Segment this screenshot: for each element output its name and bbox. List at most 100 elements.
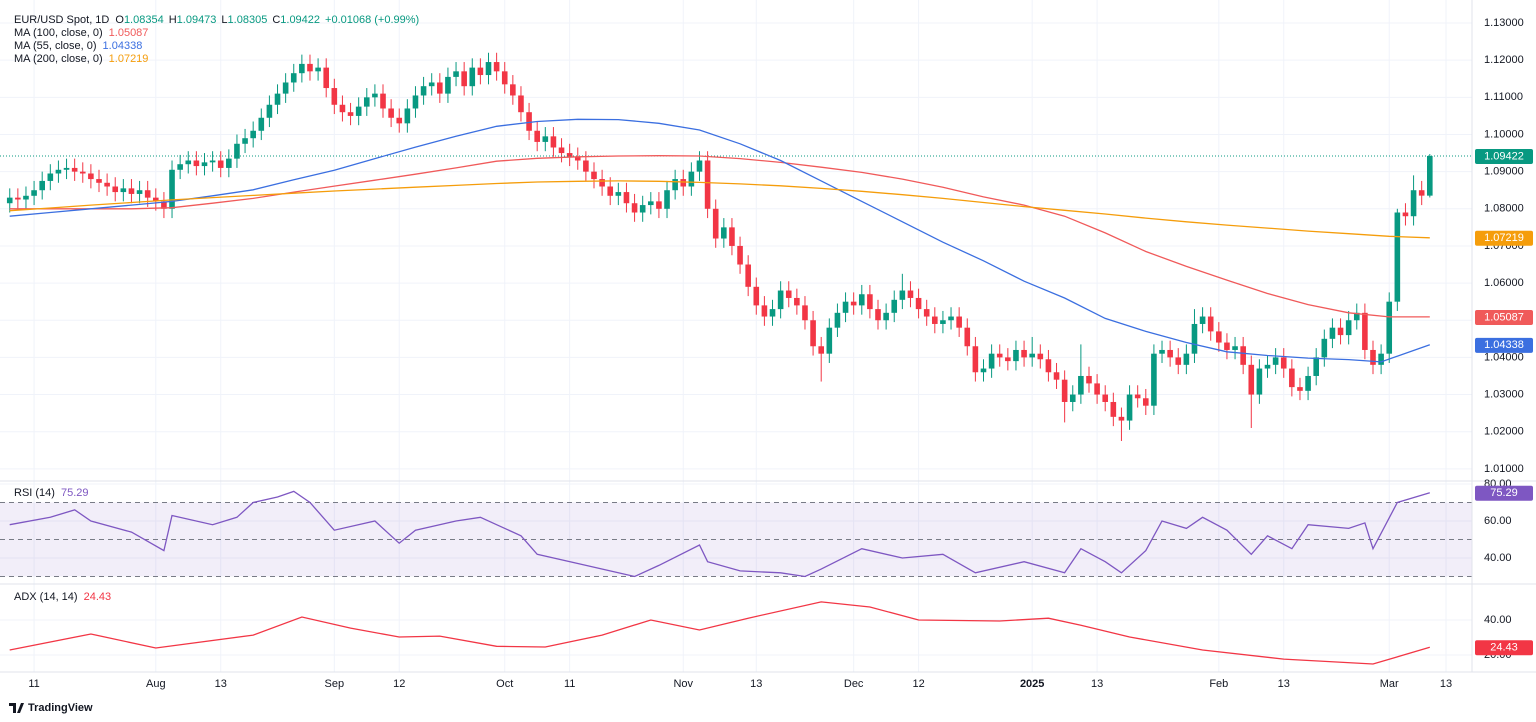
candle-body: [745, 264, 751, 287]
candle-body: [493, 62, 500, 72]
candle-body: [1362, 312, 1368, 350]
candle-body: [680, 179, 687, 187]
x-tick-label: 13: [1440, 678, 1452, 690]
candle-body: [242, 138, 248, 144]
candle-body: [712, 208, 719, 239]
candle-body: [404, 108, 411, 124]
candle-body: [696, 160, 703, 172]
candle-body: [510, 84, 516, 96]
candle-body: [234, 143, 240, 159]
candle-body: [161, 201, 167, 209]
candle-body: [144, 190, 151, 198]
candle-body: [826, 327, 833, 354]
x-tick-label: 12: [393, 678, 405, 690]
candle-body: [769, 309, 776, 317]
candle-body: [1402, 212, 1409, 217]
candle-body: [331, 88, 338, 105]
candle-body: [656, 201, 662, 209]
candle-body: [128, 188, 135, 194]
candle-body: [15, 197, 21, 200]
candle-body: [1240, 346, 1246, 365]
y-tick-label: 1.10000: [1484, 128, 1524, 140]
x-tick-label: Oct: [496, 678, 513, 690]
y-tick-label: 1.11000: [1484, 91, 1523, 103]
y-tick-label: 1.06000: [1484, 277, 1524, 289]
candle-body: [1337, 327, 1344, 336]
candle-body: [453, 71, 459, 77]
legend-value: 1.05087: [109, 27, 149, 39]
candle-body: [1321, 338, 1328, 358]
y-tick-label: 1.12000: [1484, 54, 1524, 66]
candle-body: [785, 290, 792, 298]
candle-body: [469, 67, 476, 87]
candle-body: [875, 309, 881, 321]
candle-body: [1029, 353, 1035, 358]
brand-logo: [9, 703, 24, 713]
x-tick-label: 2025: [1020, 678, 1044, 690]
candle-body: [972, 346, 979, 373]
grid: [0, 0, 1472, 672]
candle-body: [1353, 312, 1360, 321]
chart-title: EUR/USD Spot, 1D: [14, 14, 109, 26]
x-tick-label: 11: [28, 678, 39, 690]
candle-body: [380, 93, 386, 109]
legend-name: MA (100, close, 0): [14, 27, 103, 39]
candle-body: [1110, 401, 1117, 417]
candle-body: [907, 290, 914, 298]
candle-body: [940, 320, 946, 324]
chart-header: EUR/USD Spot, 1D O1.08354 H1.09473 L1.08305…: [14, 14, 419, 26]
ohlc-key: L: [221, 14, 227, 26]
candle-body: [437, 82, 443, 94]
candle-body: [842, 301, 849, 313]
candle-body: [1069, 394, 1076, 402]
candle-body: [1305, 375, 1311, 391]
candle-body: [193, 160, 200, 167]
candle-body: [615, 192, 622, 196]
candle-body: [1159, 349, 1165, 354]
x-tick-label: Nov: [673, 678, 693, 690]
candle-body: [1248, 364, 1255, 395]
candle-body: [688, 171, 695, 187]
candle-body: [339, 104, 346, 113]
candle-body: [1102, 394, 1109, 402]
ohlc-key: H: [169, 14, 177, 26]
ohlc-value: 1.09422: [280, 14, 320, 26]
candle-body: [39, 180, 45, 191]
candle-body: [88, 173, 94, 180]
candle-body: [79, 171, 86, 174]
indicator-line: [9, 118, 1431, 363]
legend-name: RSI (14): [14, 487, 55, 499]
candle-body: [169, 169, 175, 209]
candle-body: [1134, 394, 1141, 399]
marks: [0, 52, 1472, 665]
indicator-line: [9, 490, 1430, 578]
candle-body: [883, 312, 889, 321]
candle-body: [201, 162, 208, 167]
candle-body: [136, 190, 143, 194]
candle-body: [501, 71, 508, 85]
indicator-line: [9, 155, 1430, 318]
candle-body: [153, 197, 159, 202]
brand: TradingView: [28, 702, 93, 714]
indicator-badge-label: 75.29: [1490, 487, 1518, 499]
candle-body: [518, 95, 524, 113]
x-tick-label: 11: [564, 678, 575, 690]
candle-body: [1078, 375, 1084, 395]
candle-body: [1370, 349, 1376, 365]
candle-body: [1061, 379, 1068, 402]
candle-body: [290, 73, 297, 83]
candle-body: [1126, 394, 1133, 421]
candle-body: [1207, 316, 1214, 332]
candle-body: [1427, 155, 1433, 196]
candle-body: [217, 160, 224, 168]
candle-body: [932, 316, 938, 324]
candle-body: [323, 67, 330, 89]
x-tick-label: 13: [1091, 678, 1103, 690]
candle-body: [1037, 353, 1044, 360]
candle-body: [1013, 349, 1019, 362]
candle-body: [802, 305, 808, 321]
candle-body: [104, 182, 110, 187]
candle-body: [956, 316, 962, 328]
candle-body: [1199, 316, 1206, 324]
